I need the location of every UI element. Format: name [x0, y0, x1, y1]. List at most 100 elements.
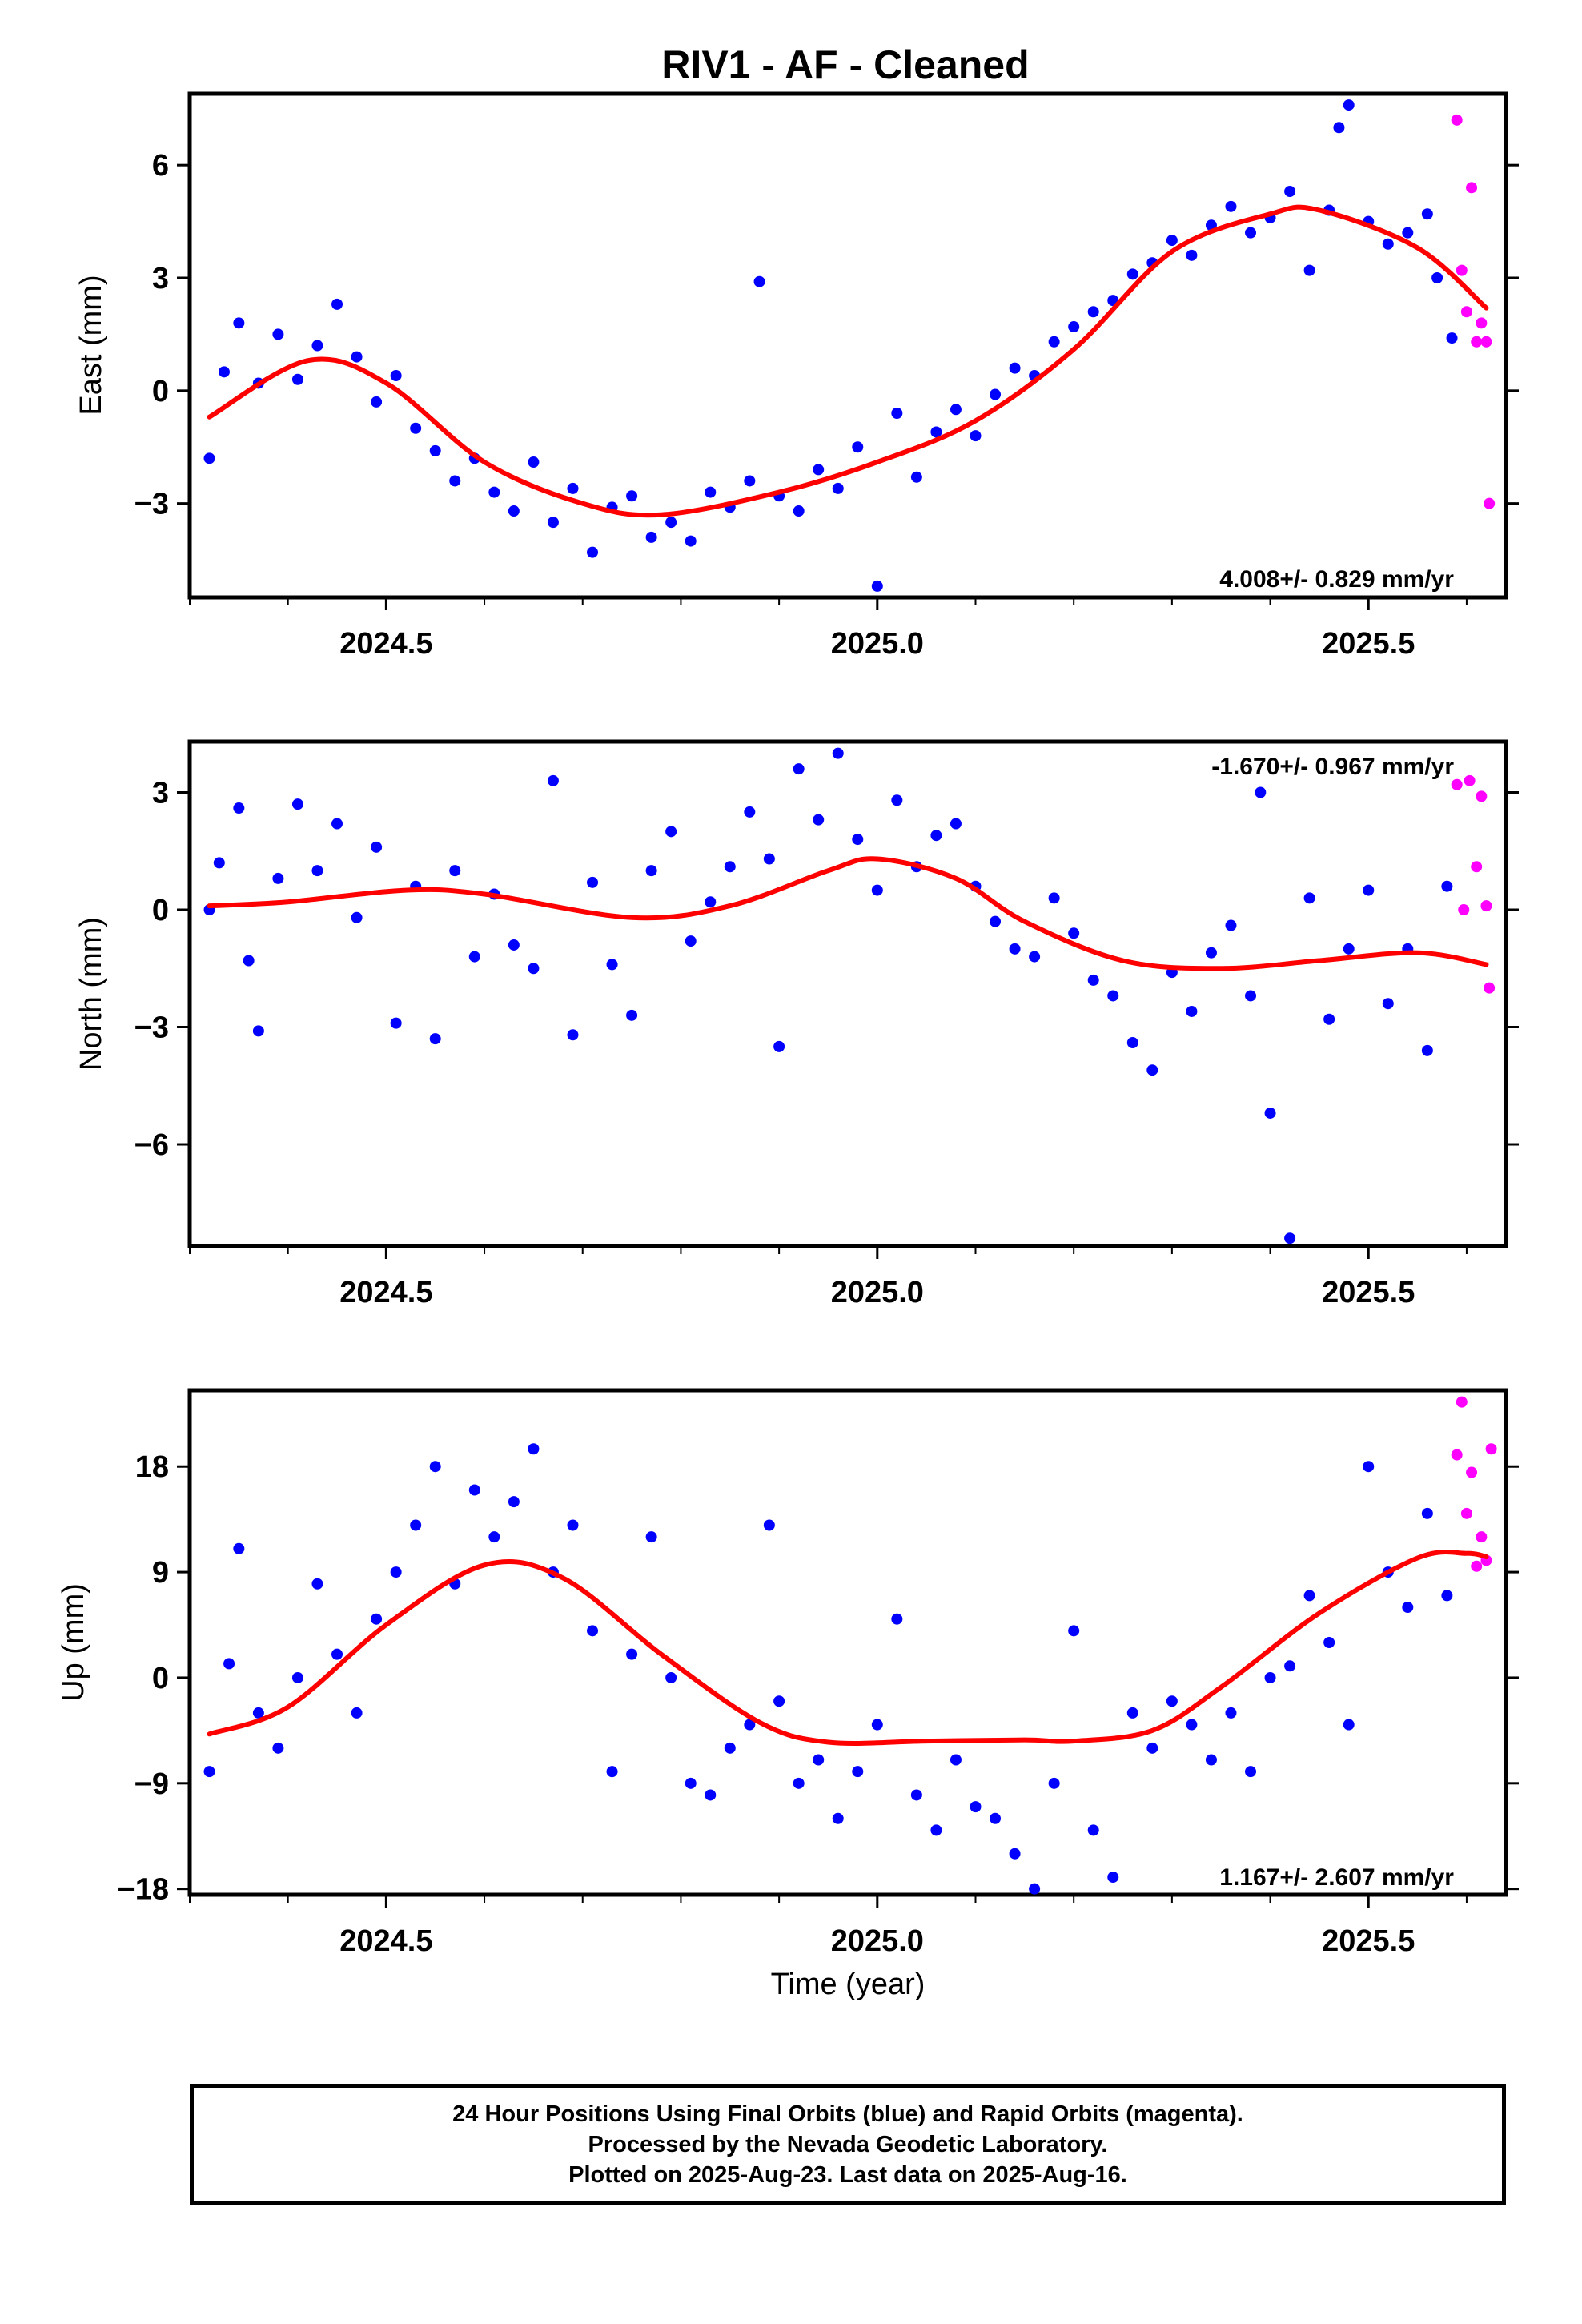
up-final-point [626, 1648, 638, 1660]
up-final-point [223, 1658, 235, 1670]
north-final-point [1264, 1107, 1276, 1119]
east-final-point [852, 441, 864, 453]
east-final-point [645, 531, 657, 543]
up-final-point [606, 1766, 618, 1778]
east-final-point [449, 475, 461, 487]
east-ytick-label: −3 [135, 488, 169, 521]
up-final-point [950, 1754, 962, 1766]
east-final-point [950, 404, 962, 416]
north-final-point [1205, 947, 1217, 959]
up-plot-frame [187, 1388, 1508, 1897]
north-ytick-label: −6 [135, 1128, 169, 1162]
up-final-point [371, 1613, 383, 1625]
north-rapid-point [1451, 778, 1463, 790]
east-final-point [1126, 268, 1138, 280]
up-final-point [508, 1496, 520, 1508]
east-final-point [331, 298, 343, 310]
up-final-point [852, 1766, 864, 1778]
up-ytick-label: −18 [118, 1873, 169, 1907]
north-final-point [773, 1040, 785, 1052]
up-final-point [233, 1542, 245, 1554]
figure: RIV1 - AF - Cleaned 2024.5 2025.0 2025.5 −3… [57, 42, 1519, 2001]
north-ticks: 2024.5 2025.0 2025.5 −6 −3 0 3 [135, 776, 1519, 1309]
x-axis-label: Time (year) [771, 1968, 926, 2001]
east-final-point [1431, 272, 1443, 284]
up-final-point [705, 1789, 717, 1801]
north-final-point [351, 911, 363, 923]
north-ytick-label: 0 [152, 894, 169, 927]
north-final-point [1029, 951, 1041, 963]
north-ytick-label: 3 [152, 776, 169, 810]
up-final-point [1303, 1590, 1315, 1602]
up-final-point [1107, 1872, 1119, 1884]
up-rapid-point [1466, 1466, 1478, 1478]
north-rate-label: -1.670+/- 0.967 mm/yr [1211, 754, 1454, 780]
north-final-point [852, 834, 864, 846]
up-xtick-label: 2025.5 [1322, 1924, 1415, 1958]
east-final-point [705, 486, 717, 498]
north-final-point [311, 865, 323, 877]
east-final-point [1333, 122, 1345, 134]
up-final-point [1264, 1671, 1276, 1683]
north-final-point [1009, 943, 1021, 955]
up-final-point [1225, 1707, 1237, 1719]
east-final-point [1068, 321, 1080, 333]
east-final-point [970, 430, 982, 442]
north-final-point [685, 935, 697, 947]
up-ytick-label: 18 [135, 1450, 169, 1484]
east-xtick-label: 2024.5 [339, 627, 432, 661]
east-final-point [891, 407, 903, 419]
north-final-point [724, 861, 736, 873]
east-final-point [351, 351, 363, 363]
up-final-point [1343, 1719, 1355, 1731]
east-ticks: 2024.5 2025.0 2025.5 −3 0 3 6 [135, 149, 1519, 661]
east-final-point [528, 456, 540, 468]
east-final-point [1421, 208, 1433, 220]
east-xtick-label: 2025.5 [1322, 627, 1415, 661]
east-final-point [1009, 362, 1021, 374]
east-rapid-point [1466, 182, 1478, 194]
north-final-point [626, 1009, 638, 1021]
up-rapid-point [1451, 1449, 1463, 1461]
east-rapid-point [1476, 317, 1488, 329]
east-final-point [567, 482, 579, 494]
north-final-point [1303, 892, 1315, 904]
east-final-point [744, 475, 756, 487]
east-final-point [990, 388, 1002, 400]
up-final-point [488, 1531, 500, 1543]
north-rapid-point [1458, 904, 1470, 915]
east-rapid-point [1460, 306, 1472, 318]
up-xtick-label: 2024.5 [339, 1924, 432, 1958]
up-final-point [331, 1648, 343, 1660]
up-rapid-point [1476, 1531, 1488, 1543]
up-final-point [891, 1613, 903, 1625]
east-final-point [871, 580, 883, 592]
up-final-point [1205, 1754, 1217, 1766]
up-final-point [871, 1719, 883, 1731]
north-final-point [1107, 990, 1119, 1002]
east-final-point [311, 340, 323, 352]
chart-title: RIV1 - AF - Cleaned [661, 42, 1029, 87]
north-fit-curve [207, 856, 1489, 971]
up-final-point [1363, 1461, 1375, 1473]
north-final-point [891, 794, 903, 806]
north-final-point [763, 853, 775, 865]
up-final-point [587, 1625, 599, 1637]
north-final-point [1087, 974, 1099, 986]
north-marks [203, 747, 1496, 1244]
east-final-point [410, 422, 422, 434]
up-final-point [1126, 1707, 1138, 1719]
north-final-point [528, 963, 540, 975]
up-final-point [410, 1519, 422, 1531]
east-final-point [930, 426, 942, 438]
north-final-point [705, 896, 717, 908]
north-final-point [1284, 1232, 1296, 1244]
north-final-point [1225, 919, 1237, 931]
east-final-point [429, 444, 441, 456]
north-rapid-point [1480, 900, 1492, 912]
north-final-point [606, 959, 618, 971]
up-final-point [744, 1719, 756, 1731]
east-final-point [1402, 227, 1414, 239]
north-final-point [950, 818, 962, 830]
north-panel: 2024.5 2025.0 2025.5 −6 −3 0 3 North (mm) -1.6… [74, 739, 1519, 1309]
